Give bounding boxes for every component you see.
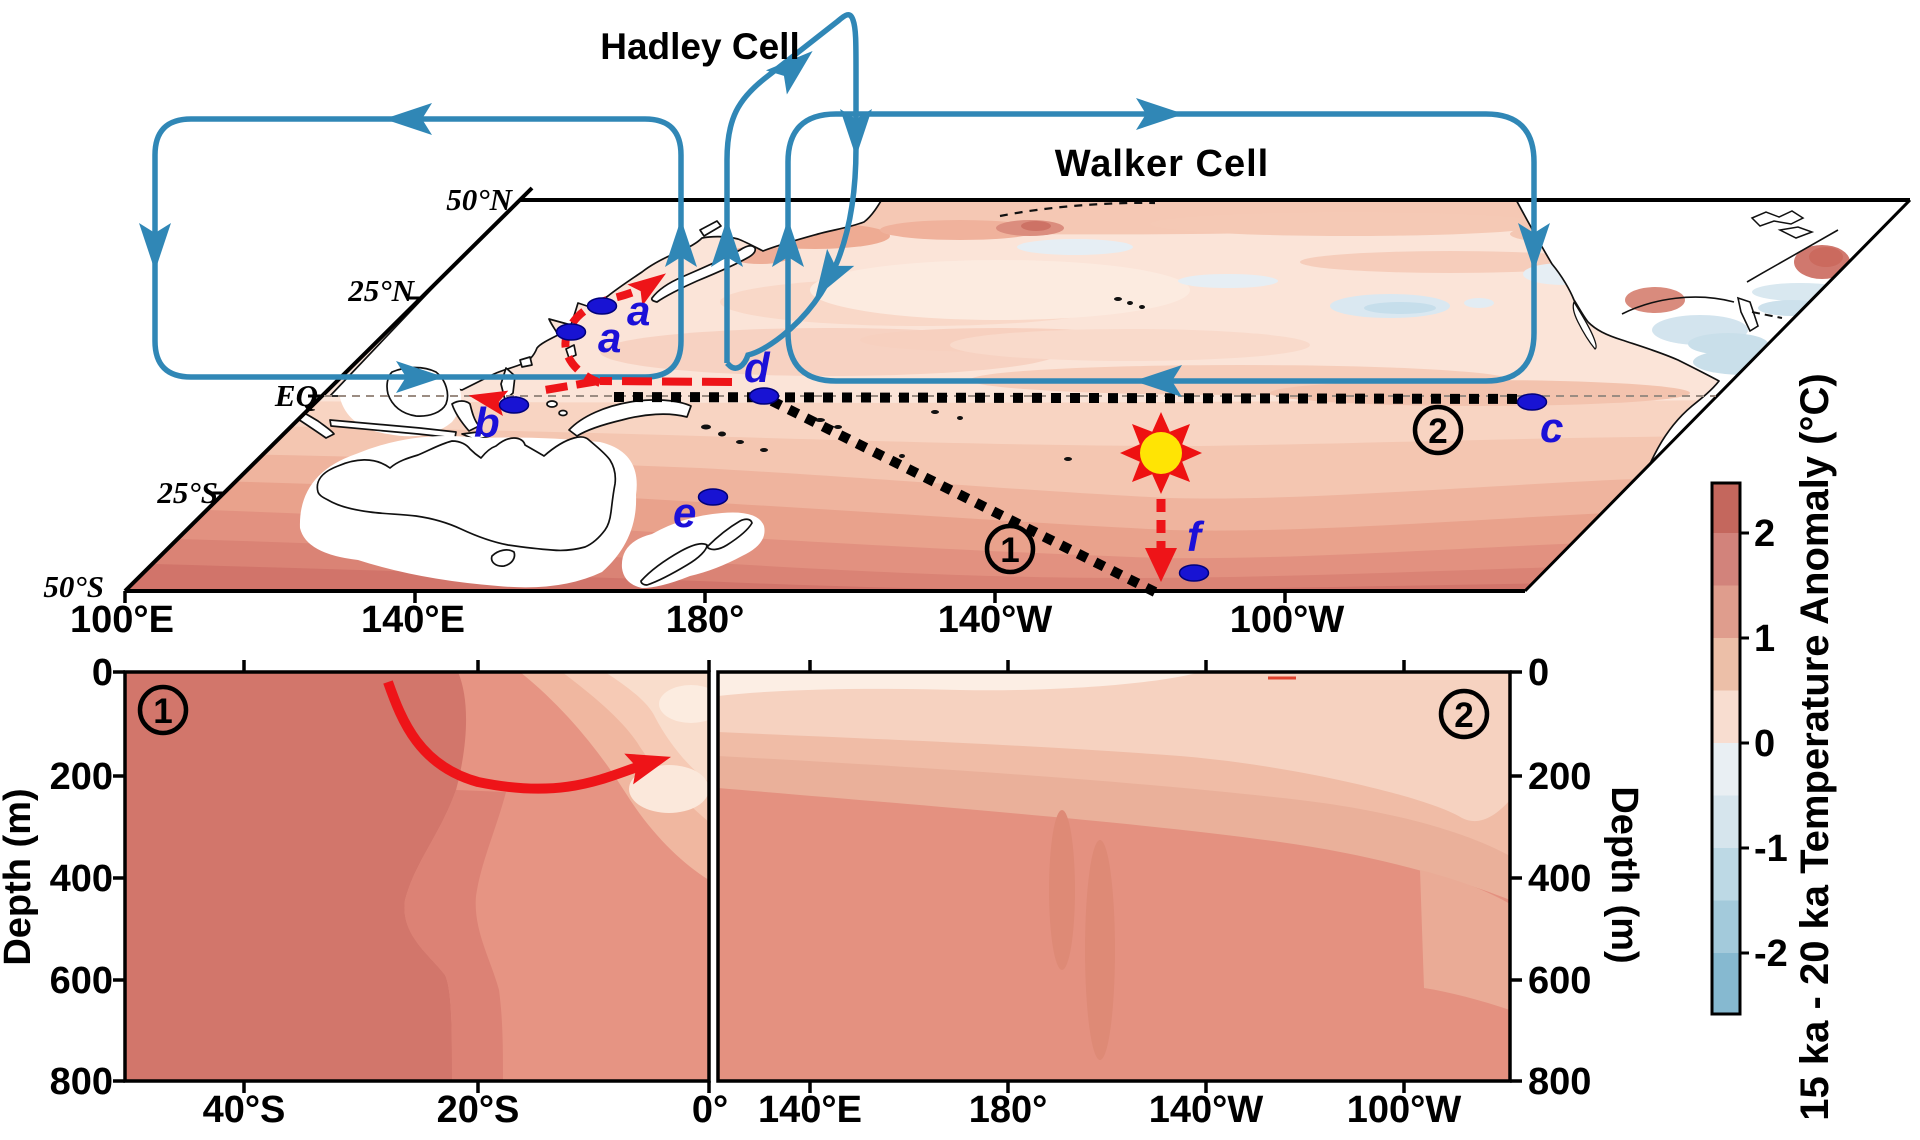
svg-text:-1: -1 [1754, 828, 1788, 870]
svg-text:20°S: 20°S [437, 1089, 520, 1131]
svg-text:100°W: 100°W [1347, 1089, 1462, 1131]
svg-text:400: 400 [50, 858, 113, 900]
svg-text:180°: 180° [969, 1089, 1048, 1131]
svg-text:0: 0 [1754, 723, 1775, 765]
svg-text:Walker Cell: Walker Cell [1055, 143, 1269, 185]
svg-text:50°N: 50°N [446, 182, 513, 217]
svg-text:800: 800 [50, 1061, 113, 1103]
svg-text:140°W: 140°W [938, 599, 1053, 641]
svg-text:f: f [1187, 513, 1205, 560]
svg-text:0°: 0° [692, 1089, 728, 1131]
svg-text:800: 800 [1528, 1061, 1591, 1103]
svg-text:Depth (m): Depth (m) [1603, 786, 1645, 963]
svg-text:15 ka - 20 ka Temperature Anom: 15 ka - 20 ka Temperature Anomaly (°C) [1793, 373, 1837, 1120]
svg-text:140°E: 140°E [361, 599, 465, 641]
svg-text:25°N: 25°N [347, 273, 415, 308]
svg-text:600: 600 [1528, 960, 1591, 1002]
svg-text:c: c [1540, 404, 1563, 451]
svg-text:Depth (m): Depth (m) [0, 788, 39, 965]
svg-text:d: d [744, 344, 771, 391]
svg-text:0: 0 [1528, 652, 1549, 694]
svg-text:40°S: 40°S [203, 1089, 286, 1131]
svg-text:-2: -2 [1754, 933, 1788, 975]
svg-text:100°E: 100°E [70, 599, 174, 641]
svg-text:0: 0 [92, 652, 113, 694]
svg-text:b: b [474, 399, 500, 446]
svg-text:EQ: EQ [274, 378, 318, 413]
svg-text:400: 400 [1528, 858, 1591, 900]
svg-text:2: 2 [1428, 412, 1447, 451]
svg-text:1: 1 [1000, 531, 1019, 570]
svg-text:1: 1 [1754, 618, 1775, 660]
svg-text:200: 200 [1528, 756, 1591, 798]
svg-text:50°S: 50°S [43, 569, 104, 604]
svg-text:2: 2 [1454, 696, 1473, 735]
svg-text:140°W: 140°W [1149, 1089, 1264, 1131]
svg-text:1: 1 [153, 692, 172, 731]
svg-text:25°S: 25°S [156, 475, 218, 510]
svg-text:e: e [673, 489, 696, 536]
svg-text:a: a [598, 314, 621, 361]
svg-text:2: 2 [1754, 513, 1775, 555]
svg-text:200: 200 [50, 756, 113, 798]
svg-text:a: a [627, 287, 650, 334]
svg-text:Hadley Cell: Hadley Cell [600, 26, 799, 67]
svg-text:140°E: 140°E [758, 1089, 862, 1131]
svg-text:180°: 180° [666, 599, 745, 641]
svg-text:600: 600 [50, 960, 113, 1002]
svg-text:100°W: 100°W [1230, 599, 1345, 641]
